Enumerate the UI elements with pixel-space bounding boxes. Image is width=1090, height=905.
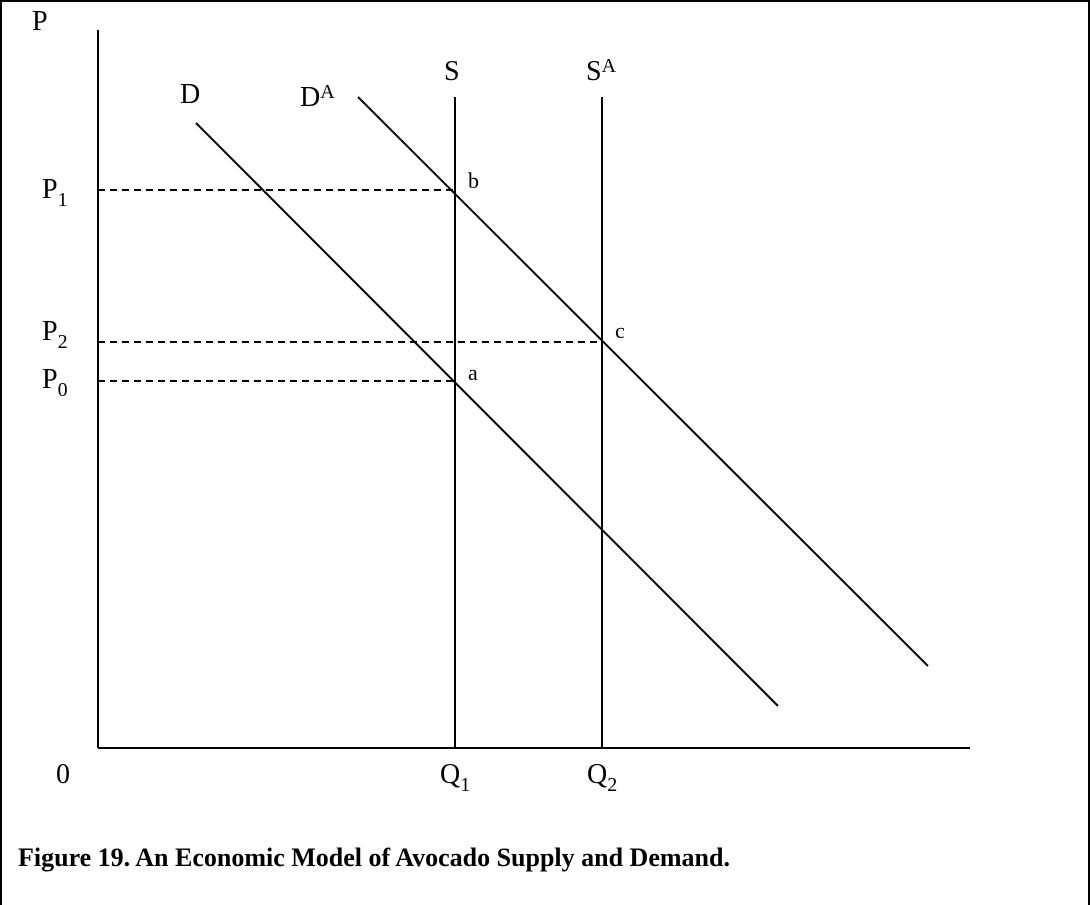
point-label: a [468,360,478,385]
price-sub: 0 [58,379,68,401]
y-label: P [32,6,48,37]
price-text: P [42,316,58,347]
price-label: P0 [42,364,68,401]
curve-label: SA [586,55,617,87]
point-label: b [468,168,479,193]
quantity-sub: 1 [460,774,470,796]
caption: Figure 19. An Economic Model of Avocado … [18,843,730,872]
demand-da [357,96,929,667]
origin: 0 [56,759,70,790]
curve-sup: A [602,55,617,77]
curve-sup: A [320,81,335,103]
quantity-label: Q2 [587,759,617,796]
curve-label: S [444,56,460,87]
quantity-text: Q [587,759,607,790]
demand-d [195,122,779,707]
price-label: P1 [42,174,68,211]
price-sub: 1 [58,189,68,211]
quantity-text: Q [440,759,460,790]
price-label: P2 [42,316,68,353]
quantity-label: Q1 [440,759,470,796]
price-text: P [42,174,58,205]
point-label: c [615,318,625,343]
curve-text: S [586,56,602,87]
curve-label: D [180,79,200,110]
curve-text: D [300,82,320,113]
curve-label: DA [300,81,335,113]
quantity-sub: 2 [607,774,617,796]
price-text: P [42,364,58,395]
price-sub: 2 [58,331,68,353]
